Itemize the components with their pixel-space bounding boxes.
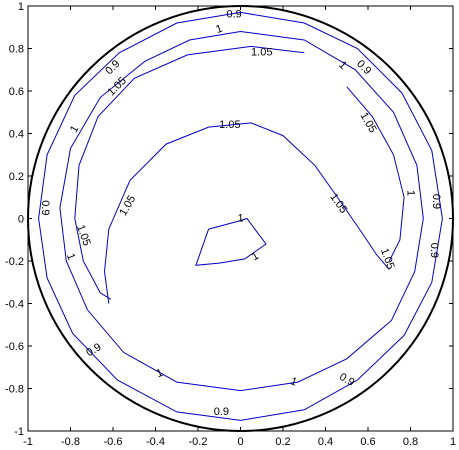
y-tick-label: 0.8: [9, 44, 24, 56]
x-axis-ticks: -1 -0.8 -0.6 -0.4 -0.2 0 0.2 0.4 0.6 0.8 1: [23, 6, 456, 448]
y-tick-label: 0.6: [9, 86, 24, 98]
x-tick-label: -1: [23, 436, 33, 448]
contour-lines: [38, 11, 443, 421]
x-tick-label: 0: [237, 436, 243, 448]
x-tick-label: 1: [450, 436, 456, 448]
y-tick-label: -0.4: [5, 299, 24, 311]
y-tick-label: 1: [18, 1, 24, 13]
contour-line-0: [38, 11, 443, 421]
contour-label: 0.9: [226, 8, 241, 20]
y-tick-label: 0.4: [9, 129, 24, 141]
contour-line-2: [74, 45, 305, 300]
x-tick-label: -0.2: [189, 436, 208, 448]
x-tick-label: 0.2: [275, 436, 290, 448]
contour-label: 0.9: [430, 194, 442, 209]
contour-line-1: [59, 31, 424, 392]
contour-line-3: [346, 86, 405, 262]
contour-label: 1: [64, 252, 77, 262]
contour-label: 0.9: [39, 200, 51, 215]
contour-label: 0.9: [428, 243, 440, 258]
contour-label: 1: [405, 190, 417, 196]
x-tick-label: 0.8: [403, 436, 418, 448]
y-tick-label: 0: [18, 214, 24, 226]
y-tick-label: -0.2: [5, 256, 24, 268]
contour-label: 1: [237, 212, 243, 224]
contour-label: 1: [214, 23, 224, 36]
x-tick-label: -0.6: [104, 436, 123, 448]
y-tick-label: -0.8: [5, 384, 24, 396]
y-axis-ticks: 1 0.8 0.6 0.4 0.2 0 -0.2 -0.4 -0.6 -0.8 -1: [5, 1, 453, 438]
contour-label: 1: [250, 250, 261, 263]
contour-label: 1: [68, 124, 81, 135]
y-tick-label: -1: [14, 426, 24, 438]
contour-line-4: [103, 122, 390, 304]
x-tick-label: -0.8: [61, 436, 80, 448]
x-tick-label: -0.4: [146, 436, 165, 448]
contour-label: 1.05: [251, 47, 272, 59]
contour-line-5: [195, 217, 267, 266]
contour-label: 1: [289, 375, 299, 388]
y-tick-label: 0.2: [9, 171, 24, 183]
contour-label: 0.9: [214, 406, 229, 418]
contour-label: 1.05: [219, 119, 240, 131]
contour-label: 1: [155, 367, 165, 380]
y-tick-label: -0.6: [5, 341, 24, 353]
x-tick-label: 0.6: [360, 436, 375, 448]
x-tick-label: 0.4: [318, 436, 333, 448]
